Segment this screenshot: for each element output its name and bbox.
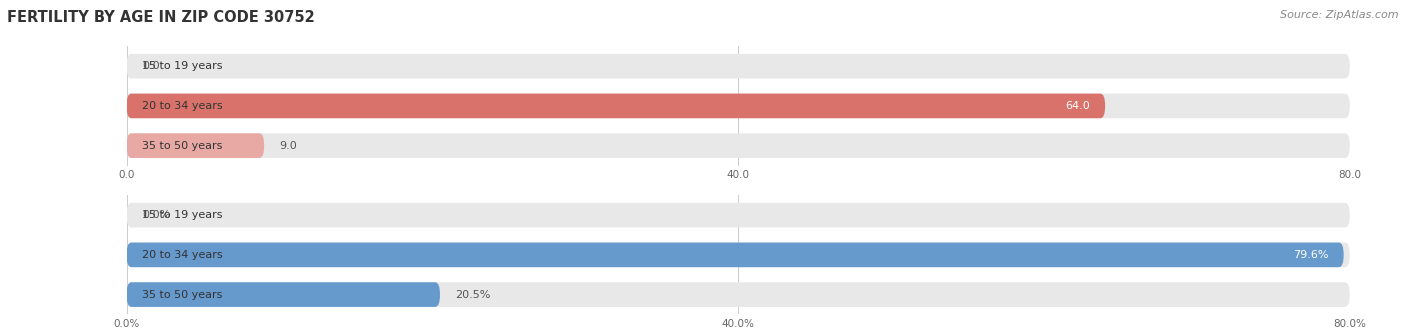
FancyBboxPatch shape — [127, 94, 1350, 118]
FancyBboxPatch shape — [127, 94, 1105, 118]
FancyBboxPatch shape — [127, 282, 440, 307]
Text: Source: ZipAtlas.com: Source: ZipAtlas.com — [1281, 10, 1399, 20]
Text: 20.5%: 20.5% — [456, 290, 491, 300]
Text: 9.0: 9.0 — [280, 141, 297, 151]
Text: 15 to 19 years: 15 to 19 years — [142, 61, 222, 71]
FancyBboxPatch shape — [127, 133, 1350, 158]
Text: 35 to 50 years: 35 to 50 years — [142, 290, 222, 300]
FancyBboxPatch shape — [127, 203, 1350, 227]
FancyBboxPatch shape — [127, 133, 264, 158]
Text: 64.0: 64.0 — [1066, 101, 1090, 111]
Text: 35 to 50 years: 35 to 50 years — [142, 141, 222, 151]
Text: 20 to 34 years: 20 to 34 years — [142, 250, 222, 260]
Text: 15 to 19 years: 15 to 19 years — [142, 210, 222, 220]
Text: 79.6%: 79.6% — [1294, 250, 1329, 260]
Text: 0.0%: 0.0% — [142, 210, 170, 220]
FancyBboxPatch shape — [127, 54, 1350, 78]
FancyBboxPatch shape — [127, 243, 1344, 267]
FancyBboxPatch shape — [127, 282, 1350, 307]
Text: 0.0: 0.0 — [142, 61, 159, 71]
Text: FERTILITY BY AGE IN ZIP CODE 30752: FERTILITY BY AGE IN ZIP CODE 30752 — [7, 10, 315, 25]
Text: 20 to 34 years: 20 to 34 years — [142, 101, 222, 111]
FancyBboxPatch shape — [127, 243, 1350, 267]
